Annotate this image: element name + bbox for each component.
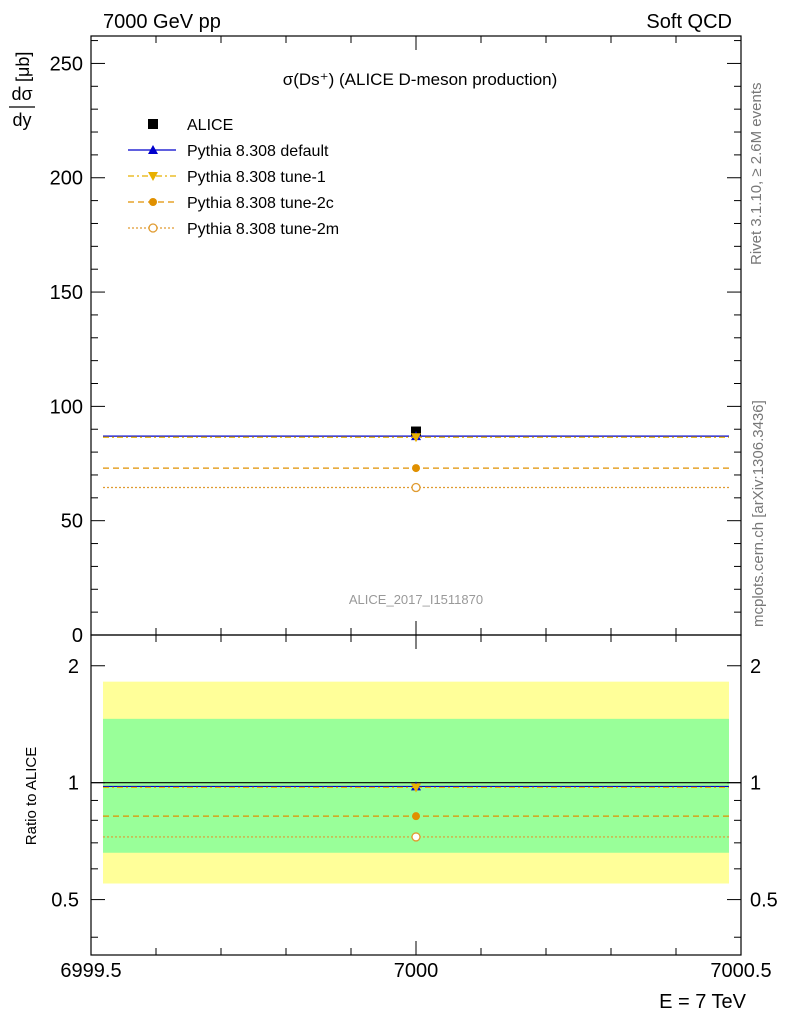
legend-label-alice: ALICE <box>187 117 233 134</box>
ratio-pythia-8-308-tune-2c-point <box>412 812 420 821</box>
main-title: σ(Ds⁺) (ALICE D-meson production) <box>283 70 558 89</box>
ratio-pythia-8-308-tune-2m-point <box>411 832 421 842</box>
ratio-y-tick-label: 2 <box>68 656 79 678</box>
main-y-tick-label: 0 <box>72 625 83 647</box>
legend-label-pythia-8-308-tune-2m: Pythia 8.308 tune-2m <box>187 221 339 238</box>
legend: ALICE Pythia 8.308 default Pythia 8.308 tu… <box>128 117 339 238</box>
pythia-8-308-tune-2c-point <box>412 464 420 473</box>
ratio-y-tick-label-right: 2 <box>750 656 761 678</box>
main-series-group <box>103 426 729 493</box>
main-y-tick-label: 50 <box>61 511 83 533</box>
legend-marker-pythia-8-308-tune-2m <box>148 223 158 233</box>
ratio-y-tick-label-right: 0.5 <box>750 890 778 912</box>
legend-marker-pythia-8-308-tune-1 <box>148 172 158 181</box>
ratio-pythia-8-308-tune-1-point <box>411 783 421 793</box>
main-y-tick-label: 250 <box>50 53 83 75</box>
ratio-y-tick-label-right: 1 <box>750 773 761 795</box>
main-y-axis-label: dσ dy [μb] <box>9 52 35 130</box>
legend-marker-pythia-8-308-tune-2c <box>149 198 157 206</box>
main-y-axis-label-numerator: dσ <box>11 84 32 104</box>
main-y-axis-label-denominator: dy <box>12 110 31 130</box>
main-y-tick-label: 150 <box>50 282 83 304</box>
x-tick-label: 7000 <box>394 960 439 982</box>
ratio-y-tick-label: 0.5 <box>51 890 79 912</box>
legend-marker-alice <box>148 119 158 129</box>
legend-label-pythia-8-308-tune-1: Pythia 8.308 tune-1 <box>187 169 326 186</box>
pythia-8-308-tune-1-point <box>411 433 421 443</box>
main-y-tick-label: 100 <box>50 396 83 418</box>
x-ticks: 6999.5 7000 7000.5 <box>60 36 772 982</box>
legend-label-pythia-8-308-default: Pythia 8.308 default <box>187 143 329 160</box>
main-y-ticks: 0 50 100 150 200 250 <box>50 40 741 647</box>
x-axis-label: E = 7 TeV <box>659 991 747 1013</box>
header-left: 7000 GeV pp <box>103 11 221 33</box>
legend-label-pythia-8-308-tune-2c: Pythia 8.308 tune-2c <box>187 195 334 212</box>
ratio-series-group <box>103 781 729 842</box>
pythia-8-308-tune-2m-point <box>411 482 421 493</box>
main-y-axis-label-unit: [μb] <box>13 52 33 82</box>
ratio-y-tick-label: 1 <box>68 773 79 795</box>
ratio-y-ticks: 0.5 0.5 1 1 2 2 <box>51 656 778 938</box>
legend-marker-pythia-8-308-default <box>148 145 158 154</box>
analysis-label: ALICE_2017_I1511870 <box>349 592 483 607</box>
x-tick-label: 7000.5 <box>710 960 771 982</box>
main-y-tick-label: 200 <box>50 168 83 190</box>
rivet-label: Rivet 3.1.10, ≥ 2.6M events <box>748 83 765 266</box>
ratio-y-axis-label: Ratio to ALICE <box>23 747 40 845</box>
mcplots-label: mcplots.cern.ch [arXiv:1306.3436] <box>750 400 767 627</box>
x-tick-label: 6999.5 <box>60 960 121 982</box>
header-right: Soft QCD <box>646 11 732 33</box>
